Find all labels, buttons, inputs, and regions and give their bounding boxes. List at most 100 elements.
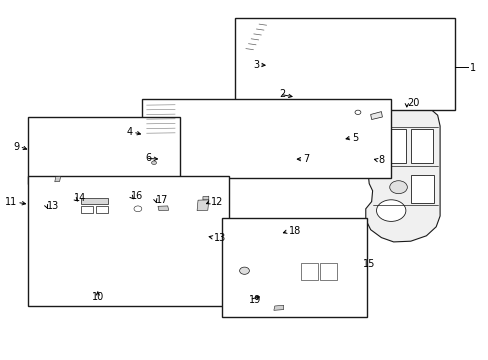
Text: 3: 3 xyxy=(252,60,259,70)
Bar xyxy=(168,271,177,295)
Text: 11: 11 xyxy=(5,197,17,207)
Polygon shape xyxy=(55,176,61,182)
Bar xyxy=(373,129,405,163)
Bar xyxy=(37,271,45,295)
Polygon shape xyxy=(29,201,48,220)
Text: 7: 7 xyxy=(303,154,309,164)
Circle shape xyxy=(151,161,156,165)
Text: 17: 17 xyxy=(155,195,167,205)
Bar xyxy=(293,260,342,283)
Polygon shape xyxy=(158,206,168,211)
Polygon shape xyxy=(429,52,449,58)
Polygon shape xyxy=(273,305,283,310)
Bar xyxy=(183,271,192,295)
Bar xyxy=(142,99,390,178)
Polygon shape xyxy=(293,100,303,103)
Polygon shape xyxy=(37,126,174,144)
Bar xyxy=(139,271,148,295)
Text: 13: 13 xyxy=(46,201,59,211)
Bar xyxy=(198,271,206,295)
Text: 1: 1 xyxy=(469,63,476,73)
Circle shape xyxy=(256,265,271,276)
Bar xyxy=(410,175,433,203)
Polygon shape xyxy=(37,144,175,150)
Polygon shape xyxy=(244,76,449,91)
Bar xyxy=(32,271,222,296)
Circle shape xyxy=(149,159,159,166)
Text: 10: 10 xyxy=(91,292,104,302)
Bar xyxy=(81,198,108,204)
Polygon shape xyxy=(46,210,62,221)
Bar xyxy=(410,129,432,163)
Circle shape xyxy=(389,181,407,194)
Text: 2: 2 xyxy=(279,89,285,99)
Bar xyxy=(278,245,307,256)
Polygon shape xyxy=(151,108,382,119)
Bar xyxy=(72,224,83,262)
Bar xyxy=(110,271,119,295)
Polygon shape xyxy=(163,129,174,144)
Bar xyxy=(81,206,93,213)
Polygon shape xyxy=(246,29,447,52)
Text: 12: 12 xyxy=(211,197,223,207)
Polygon shape xyxy=(185,241,224,265)
Polygon shape xyxy=(131,202,145,213)
Bar xyxy=(116,224,127,262)
Text: 18: 18 xyxy=(288,226,300,236)
Polygon shape xyxy=(37,122,45,140)
Bar xyxy=(77,195,112,216)
Bar xyxy=(87,224,98,262)
Circle shape xyxy=(233,263,255,279)
Polygon shape xyxy=(370,112,382,120)
Text: 6: 6 xyxy=(145,153,152,163)
Polygon shape xyxy=(151,112,383,124)
Bar xyxy=(154,271,163,295)
Polygon shape xyxy=(365,104,439,242)
Bar xyxy=(203,269,222,297)
Bar xyxy=(32,269,49,297)
Polygon shape xyxy=(228,245,362,297)
Bar xyxy=(234,18,454,110)
Polygon shape xyxy=(246,34,445,56)
Polygon shape xyxy=(292,94,304,100)
Polygon shape xyxy=(197,200,208,211)
Circle shape xyxy=(376,200,405,221)
Text: 15: 15 xyxy=(362,258,374,269)
Text: 9: 9 xyxy=(13,141,20,152)
Polygon shape xyxy=(349,110,365,120)
Text: 5: 5 xyxy=(351,132,358,143)
Polygon shape xyxy=(194,196,211,213)
Bar xyxy=(51,271,60,295)
Text: 13: 13 xyxy=(213,233,225,243)
Polygon shape xyxy=(203,196,208,200)
Circle shape xyxy=(354,110,360,114)
Bar xyxy=(28,176,228,306)
Polygon shape xyxy=(254,302,277,311)
Bar xyxy=(131,224,142,262)
Bar xyxy=(66,271,75,295)
Bar xyxy=(96,206,108,213)
Bar xyxy=(175,224,185,262)
Circle shape xyxy=(239,267,249,274)
Text: 20: 20 xyxy=(406,98,418,108)
Bar xyxy=(124,271,133,295)
Text: 16: 16 xyxy=(131,191,143,201)
Polygon shape xyxy=(49,176,64,183)
Bar xyxy=(68,223,195,263)
Bar xyxy=(160,224,171,262)
Bar xyxy=(145,224,156,262)
Polygon shape xyxy=(32,210,45,216)
Text: 19: 19 xyxy=(249,294,261,305)
Polygon shape xyxy=(244,78,450,94)
Bar xyxy=(95,271,104,295)
Polygon shape xyxy=(245,24,266,50)
Circle shape xyxy=(134,206,142,212)
Bar xyxy=(300,263,317,280)
Bar xyxy=(320,263,337,280)
Text: 4: 4 xyxy=(126,127,133,137)
Circle shape xyxy=(175,113,181,117)
Bar xyxy=(102,224,112,262)
Polygon shape xyxy=(144,101,178,137)
Bar xyxy=(222,218,366,317)
Circle shape xyxy=(174,105,182,111)
